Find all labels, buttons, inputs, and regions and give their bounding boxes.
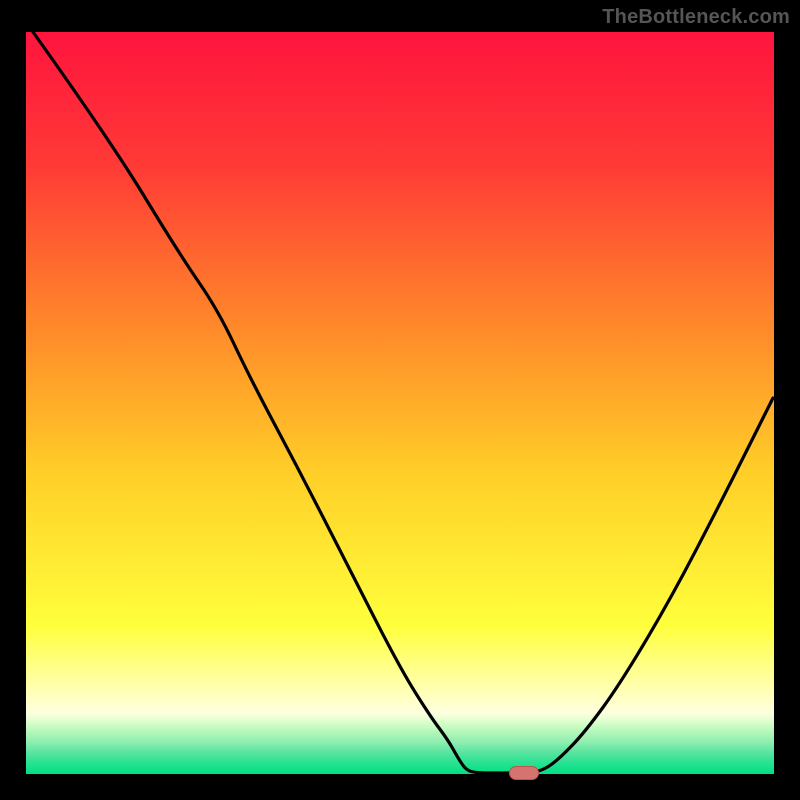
optimum-marker — [509, 766, 539, 780]
plot-gradient — [26, 32, 774, 774]
watermark-text: TheBottleneck.com — [602, 6, 790, 29]
chart-canvas: TheBottleneck.com — [0, 0, 800, 800]
